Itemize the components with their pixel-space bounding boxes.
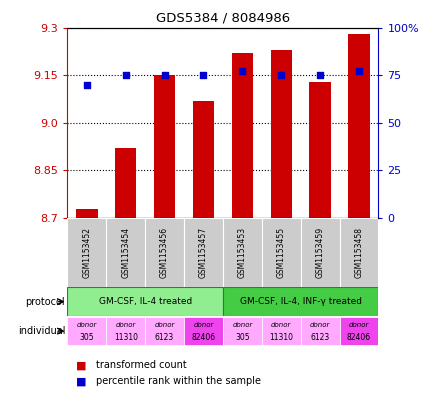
- Text: GM-CSF, IL-4 treated: GM-CSF, IL-4 treated: [99, 297, 191, 306]
- Bar: [154, 75, 175, 218]
- Bar: [300, 317, 339, 345]
- Text: 305: 305: [79, 333, 94, 342]
- Bar: [67, 287, 222, 316]
- Text: donor: donor: [76, 321, 97, 328]
- Text: 6123: 6123: [155, 333, 174, 342]
- Text: GSM1153456: GSM1153456: [160, 227, 169, 278]
- Text: GSM1153452: GSM1153452: [82, 227, 91, 278]
- Text: GSM1153457: GSM1153457: [198, 227, 207, 278]
- Text: donor: donor: [348, 321, 368, 328]
- Text: GSM1153453: GSM1153453: [237, 227, 247, 278]
- Bar: [222, 317, 261, 345]
- Bar: [339, 218, 378, 287]
- Point: [200, 72, 207, 78]
- Text: 11310: 11310: [269, 333, 293, 342]
- Point: [161, 72, 168, 78]
- Text: ■: ■: [76, 376, 86, 386]
- Text: 82406: 82406: [346, 333, 370, 342]
- Text: GSM1153455: GSM1153455: [276, 227, 285, 278]
- Bar: [145, 317, 184, 345]
- Point: [316, 72, 323, 78]
- Text: donor: donor: [309, 321, 329, 328]
- Text: protocol: protocol: [26, 297, 65, 307]
- Bar: [222, 287, 378, 316]
- Text: 82406: 82406: [191, 333, 215, 342]
- Bar: [339, 317, 378, 345]
- Text: GSM1153459: GSM1153459: [315, 227, 324, 278]
- Text: GSM1153454: GSM1153454: [121, 227, 130, 278]
- Text: 11310: 11310: [113, 333, 138, 342]
- Bar: [261, 218, 300, 287]
- Text: transformed count: transformed count: [95, 360, 186, 371]
- Bar: [231, 53, 253, 218]
- Bar: [106, 317, 145, 345]
- Bar: [67, 317, 106, 345]
- Text: donor: donor: [115, 321, 135, 328]
- Text: ■: ■: [76, 360, 86, 371]
- Bar: [300, 218, 339, 287]
- Bar: [222, 218, 261, 287]
- Bar: [309, 81, 330, 218]
- Bar: [184, 317, 222, 345]
- Point: [238, 68, 245, 75]
- Bar: [76, 209, 97, 218]
- Text: donor: donor: [232, 321, 252, 328]
- Point: [355, 68, 362, 75]
- Text: GSM1153458: GSM1153458: [354, 227, 363, 278]
- Bar: [348, 34, 369, 218]
- Text: donor: donor: [270, 321, 291, 328]
- Bar: [106, 218, 145, 287]
- Bar: [67, 218, 106, 287]
- Bar: [192, 101, 214, 218]
- Text: GM-CSF, IL-4, INF-γ treated: GM-CSF, IL-4, INF-γ treated: [239, 297, 361, 306]
- Point: [83, 81, 90, 88]
- Text: individual: individual: [18, 326, 65, 336]
- Bar: [184, 218, 222, 287]
- Title: GDS5384 / 8084986: GDS5384 / 8084986: [155, 12, 289, 25]
- Text: donor: donor: [154, 321, 174, 328]
- Text: 6123: 6123: [310, 333, 329, 342]
- Bar: [261, 317, 300, 345]
- Point: [277, 72, 284, 78]
- Point: [122, 72, 129, 78]
- Text: donor: donor: [193, 321, 213, 328]
- Text: 305: 305: [234, 333, 249, 342]
- Bar: [270, 50, 291, 218]
- Text: percentile rank within the sample: percentile rank within the sample: [95, 376, 260, 386]
- Bar: [115, 148, 136, 218]
- Bar: [145, 218, 184, 287]
